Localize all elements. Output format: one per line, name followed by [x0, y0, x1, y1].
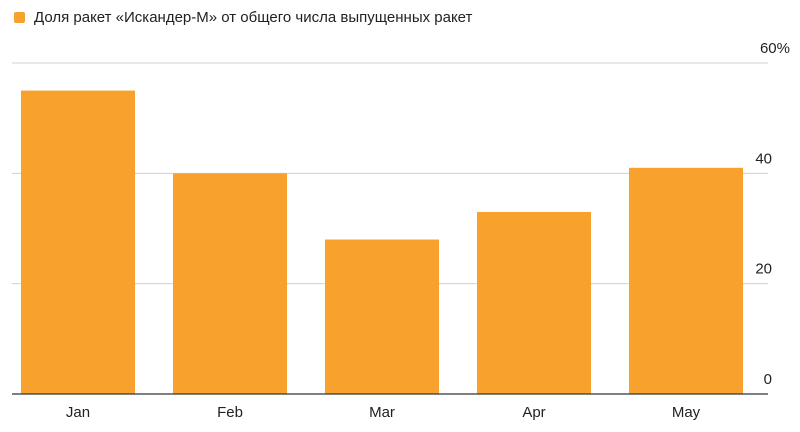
x-tick-label: May — [672, 404, 701, 421]
x-tick-label: Jan — [66, 404, 90, 421]
x-tick-label: Feb — [217, 404, 243, 421]
y-tick-label: 40 — [755, 150, 772, 167]
bar — [325, 239, 439, 394]
y-tick-label: 0 — [764, 371, 772, 388]
y-tick-label: 60% — [760, 40, 790, 57]
bar — [173, 173, 287, 394]
x-tick-label: Apr — [522, 404, 545, 421]
bar — [21, 90, 135, 394]
bar — [477, 211, 591, 394]
bar — [629, 167, 743, 394]
legend-label: Доля ракет «Искандер-М» от общего числа … — [34, 9, 473, 26]
y-tick-label: 20 — [755, 261, 772, 278]
legend-swatch — [14, 12, 25, 23]
x-tick-label: Mar — [369, 404, 395, 421]
